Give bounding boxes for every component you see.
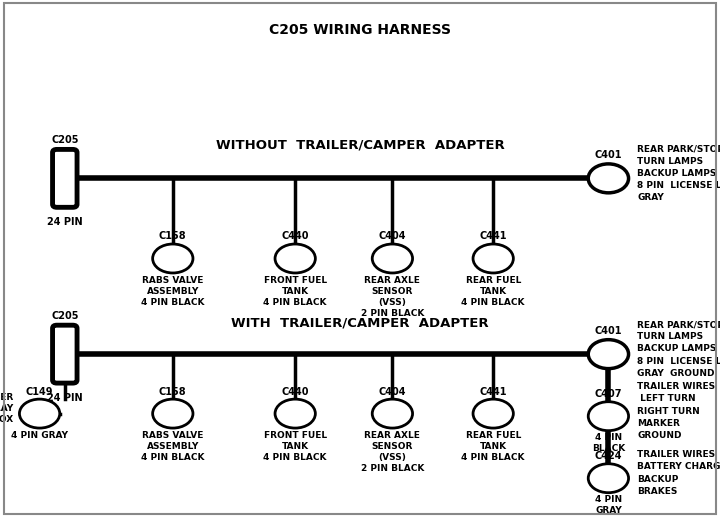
Text: TRAILER
RELAY
BOX: TRAILER RELAY BOX — [0, 393, 14, 424]
Text: C440: C440 — [282, 232, 309, 241]
Text: FRONT FUEL
TANK
4 PIN BLACK: FRONT FUEL TANK 4 PIN BLACK — [264, 431, 327, 462]
Circle shape — [275, 244, 315, 273]
Circle shape — [153, 399, 193, 428]
Text: TRAILER WIRES
BATTERY CHARGE
BACKUP
BRAKES: TRAILER WIRES BATTERY CHARGE BACKUP BRAK… — [637, 450, 720, 496]
Text: RABS VALVE
ASSEMBLY
4 PIN BLACK: RABS VALVE ASSEMBLY 4 PIN BLACK — [141, 431, 204, 462]
Circle shape — [153, 244, 193, 273]
Text: C404: C404 — [379, 232, 406, 241]
FancyBboxPatch shape — [53, 149, 77, 207]
Text: C440: C440 — [282, 387, 309, 397]
Text: C441: C441 — [480, 387, 507, 397]
Circle shape — [588, 464, 629, 493]
Text: WITH  TRAILER/CAMPER  ADAPTER: WITH TRAILER/CAMPER ADAPTER — [231, 316, 489, 330]
Text: C205 WIRING HARNESS: C205 WIRING HARNESS — [269, 23, 451, 37]
Circle shape — [275, 399, 315, 428]
Text: C407: C407 — [595, 389, 622, 399]
Circle shape — [588, 340, 629, 369]
Circle shape — [588, 164, 629, 193]
Circle shape — [473, 244, 513, 273]
Text: REAR FUEL
TANK
4 PIN BLACK: REAR FUEL TANK 4 PIN BLACK — [462, 276, 525, 307]
Text: C158: C158 — [159, 232, 186, 241]
Text: C424: C424 — [595, 451, 622, 461]
Text: C205: C205 — [51, 311, 78, 321]
Text: RABS VALVE
ASSEMBLY
4 PIN BLACK: RABS VALVE ASSEMBLY 4 PIN BLACK — [141, 276, 204, 307]
Text: 24 PIN: 24 PIN — [47, 217, 83, 227]
FancyBboxPatch shape — [53, 325, 77, 383]
Circle shape — [372, 399, 413, 428]
Text: TRAILER WIRES
 LEFT TURN
RIGHT TURN
MARKER
GROUND: TRAILER WIRES LEFT TURN RIGHT TURN MARKE… — [637, 382, 716, 440]
Text: 4 PIN GRAY: 4 PIN GRAY — [11, 431, 68, 439]
Text: C401: C401 — [595, 150, 622, 160]
Text: C205: C205 — [51, 135, 78, 145]
Text: FRONT FUEL
TANK
4 PIN BLACK: FRONT FUEL TANK 4 PIN BLACK — [264, 276, 327, 307]
Text: C404: C404 — [379, 387, 406, 397]
Text: C158: C158 — [159, 387, 186, 397]
Text: WITHOUT  TRAILER/CAMPER  ADAPTER: WITHOUT TRAILER/CAMPER ADAPTER — [215, 138, 505, 151]
Text: REAR PARK/STOP
TURN LAMPS
BACKUP LAMPS
8 PIN  LICENSE LAMPS
GRAY  GROUND: REAR PARK/STOP TURN LAMPS BACKUP LAMPS 8… — [637, 320, 720, 378]
Text: REAR FUEL
TANK
4 PIN BLACK: REAR FUEL TANK 4 PIN BLACK — [462, 431, 525, 462]
Circle shape — [372, 244, 413, 273]
Text: C401: C401 — [595, 326, 622, 336]
Text: 4 PIN
BLACK: 4 PIN BLACK — [592, 433, 625, 453]
Text: 24 PIN: 24 PIN — [47, 393, 83, 403]
Text: REAR PARK/STOP
TURN LAMPS
BACKUP LAMPS
8 PIN  LICENSE LAMPS
GRAY: REAR PARK/STOP TURN LAMPS BACKUP LAMPS 8… — [637, 144, 720, 202]
Text: REAR AXLE
SENSOR
(VSS)
2 PIN BLACK: REAR AXLE SENSOR (VSS) 2 PIN BLACK — [361, 431, 424, 473]
Circle shape — [588, 402, 629, 431]
Text: C441: C441 — [480, 232, 507, 241]
Circle shape — [19, 399, 60, 428]
Text: C149: C149 — [26, 387, 53, 397]
Text: 4 PIN
GRAY: 4 PIN GRAY — [595, 495, 622, 515]
Circle shape — [473, 399, 513, 428]
Text: REAR AXLE
SENSOR
(VSS)
2 PIN BLACK: REAR AXLE SENSOR (VSS) 2 PIN BLACK — [361, 276, 424, 318]
